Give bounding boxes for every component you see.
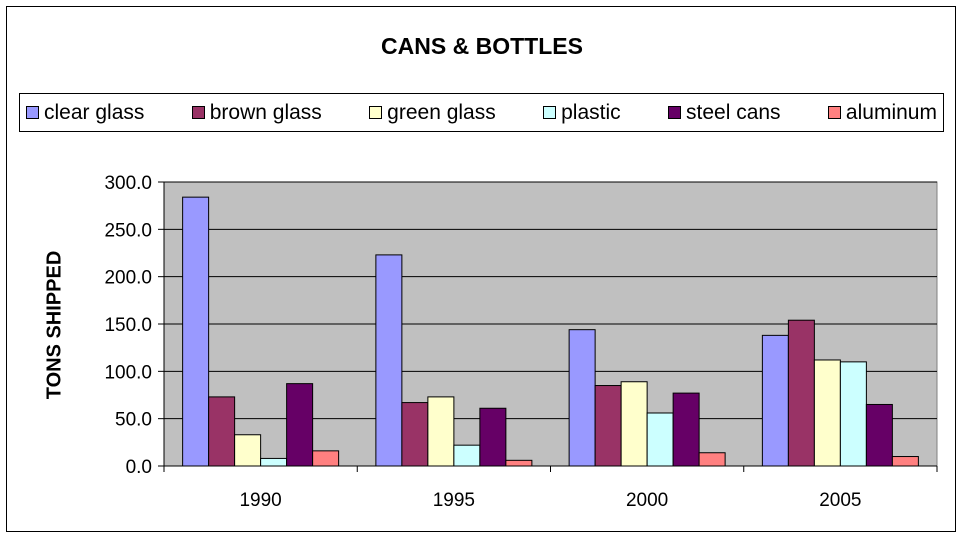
bar (286, 383, 314, 467)
legend-swatch (543, 106, 557, 119)
bar (182, 196, 210, 467)
legend-label: plastic (561, 100, 621, 124)
bar (698, 452, 726, 467)
legend-swatch (26, 106, 39, 119)
legend-item: plastic (543, 101, 621, 125)
y-tick-label: 250.0 (104, 220, 152, 241)
legend-label: aluminum (845, 100, 937, 124)
legend-label: steel cans (686, 100, 781, 124)
bar (208, 396, 236, 467)
bar (312, 450, 340, 467)
y-tick-label: 50.0 (115, 410, 152, 431)
bar (594, 385, 622, 467)
bar (234, 434, 262, 467)
legend-label: clear glass (44, 100, 145, 124)
legend-swatch (369, 106, 383, 119)
bar (813, 359, 841, 467)
legend-swatch (827, 106, 841, 119)
bar (453, 444, 481, 467)
bar (479, 407, 507, 467)
bar (787, 319, 815, 467)
y-tick-label: 0.0 (126, 457, 152, 478)
chart-title: CANS & BOTTLES (381, 33, 583, 59)
y-tick-label: 100.0 (104, 362, 152, 383)
bar (761, 334, 789, 467)
legend-label: green glass (387, 100, 496, 124)
legend-item: steel cans (668, 101, 781, 125)
x-tick-label: 2005 (819, 490, 861, 511)
legend-item: aluminum (827, 100, 937, 125)
bar (427, 396, 455, 467)
bar (672, 392, 700, 467)
bar (568, 329, 596, 467)
bar (401, 402, 429, 467)
y-tick-label: 150.0 (104, 315, 152, 336)
bar (375, 254, 403, 467)
y-tick-label: 300.0 (104, 173, 152, 194)
x-tick-label: 1995 (433, 490, 475, 511)
legend: clear glass brown glass green glass plastic… (19, 93, 944, 132)
bar (646, 412, 674, 467)
bar (865, 403, 893, 467)
legend-item: clear glass (26, 101, 144, 125)
bar (505, 459, 533, 467)
x-tick-label: 1990 (239, 490, 281, 511)
legend-swatch (668, 106, 681, 119)
bar (891, 456, 919, 467)
bar (620, 381, 648, 467)
legend-item: green glass (369, 101, 496, 125)
y-tick-label: 200.0 (104, 268, 152, 289)
bar (260, 457, 288, 467)
x-tick-label: 2000 (626, 490, 668, 511)
bar (839, 361, 867, 467)
legend-swatch (191, 106, 205, 119)
legend-label: brown glass (209, 100, 322, 124)
legend-item: brown glass (191, 100, 322, 125)
